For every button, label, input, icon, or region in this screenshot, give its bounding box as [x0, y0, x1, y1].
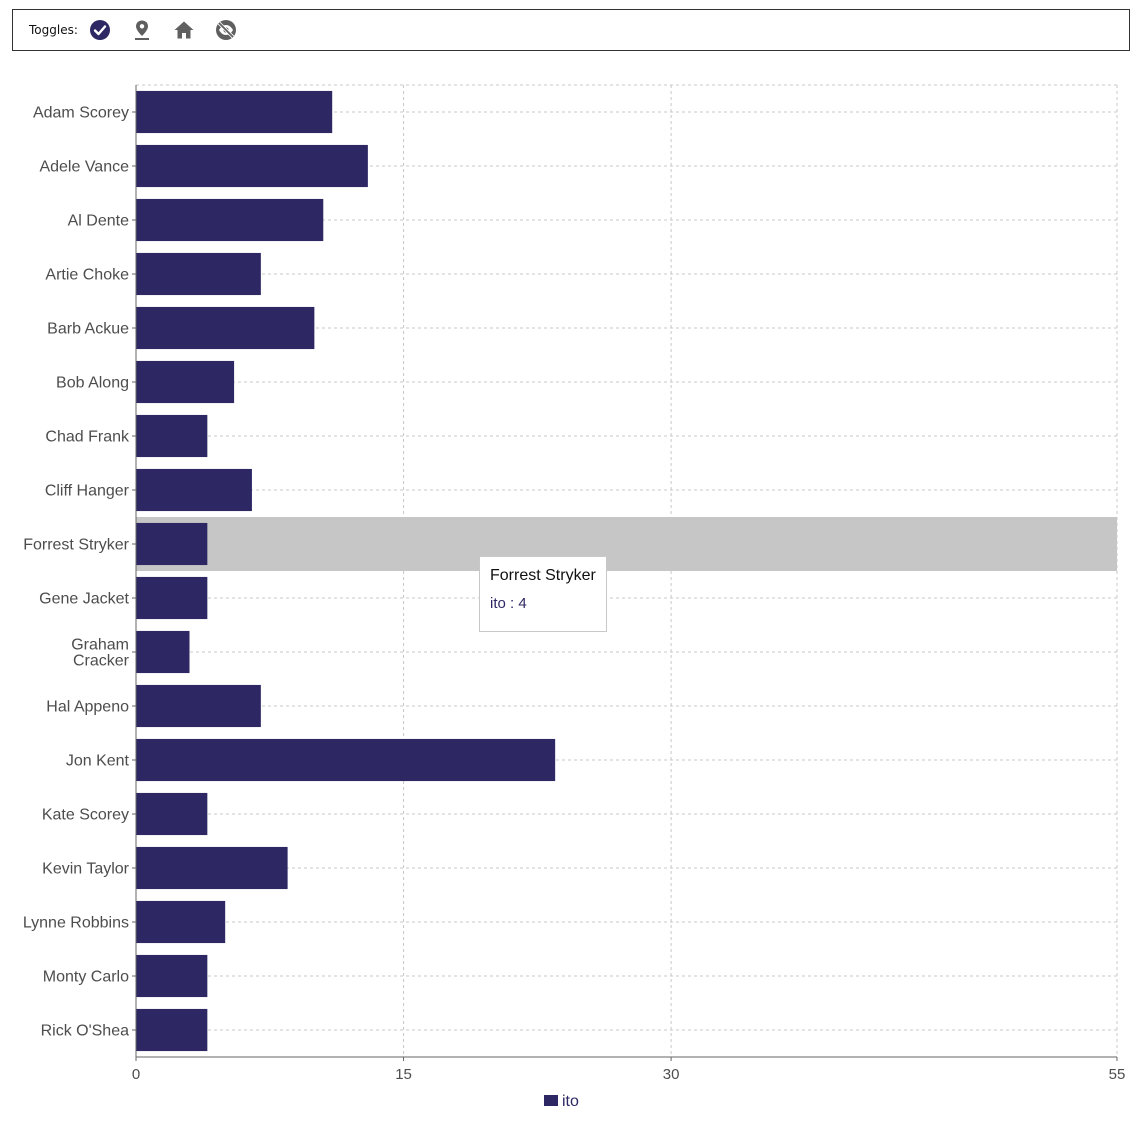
- map-pin-icon[interactable]: [130, 18, 154, 42]
- y-tick-label: Graham Cracker: [71, 637, 129, 670]
- tooltip-value: ito : 4: [490, 595, 527, 612]
- toolbar: Toggles:: [12, 9, 1130, 51]
- y-tick-label: Hal Appeno: [46, 699, 129, 716]
- bar[interactable]: [136, 198, 324, 242]
- bar[interactable]: [136, 90, 333, 134]
- bar[interactable]: [136, 252, 261, 296]
- legend-swatch: [544, 1095, 558, 1106]
- y-tick-label: Barb Ackue: [47, 321, 129, 338]
- x-tick-label: 15: [395, 1066, 412, 1083]
- bar[interactable]: [136, 684, 261, 728]
- check-circle-icon[interactable]: [88, 18, 112, 42]
- y-tick-label: Gene Jacket: [39, 591, 129, 608]
- bar[interactable]: [136, 360, 235, 404]
- bar[interactable]: [136, 306, 315, 350]
- x-tick-label: 0: [132, 1066, 140, 1083]
- legend-label: ito: [562, 1093, 579, 1110]
- bar[interactable]: [136, 468, 252, 512]
- y-tick-label: Adele Vance: [39, 159, 129, 176]
- y-tick-label: Artie Choke: [45, 267, 129, 284]
- bar[interactable]: [136, 522, 208, 566]
- home-icon[interactable]: [172, 18, 196, 42]
- y-tick-label: Kevin Taylor: [42, 861, 130, 878]
- hover-highlight-band: [136, 517, 1117, 571]
- y-tick-label: Kate Scorey: [42, 807, 129, 824]
- y-tick-label: Al Dente: [68, 213, 129, 230]
- y-tick-label: Bob Along: [56, 375, 129, 392]
- bar[interactable]: [136, 630, 190, 674]
- y-tick-label: Cliff Hanger: [45, 483, 130, 500]
- y-tick-label: Chad Frank: [45, 429, 130, 446]
- bar[interactable]: [136, 414, 208, 458]
- bar[interactable]: [136, 954, 208, 998]
- y-tick-label: Jon Kent: [66, 753, 130, 770]
- tooltip: Forrest Stryker ito : 4: [479, 556, 607, 632]
- bar[interactable]: [136, 846, 288, 890]
- bar[interactable]: [136, 144, 368, 188]
- bar[interactable]: [136, 1008, 208, 1052]
- y-tick-label: Rick O'Shea: [41, 1023, 130, 1040]
- x-tick-label: 30: [663, 1066, 680, 1083]
- bar[interactable]: [136, 738, 556, 782]
- tooltip-title: Forrest Stryker: [490, 567, 596, 584]
- y-tick-label: Monty Carlo: [43, 969, 129, 986]
- bar[interactable]: [136, 792, 208, 836]
- x-tick-label: 55: [1109, 1066, 1126, 1083]
- hide-eye-icon[interactable]: [214, 18, 238, 42]
- toolbar-label: Toggles:: [29, 23, 78, 37]
- y-tick-label: Adam Scorey: [33, 105, 129, 122]
- bar[interactable]: [136, 900, 226, 944]
- y-tick-label: Forrest Stryker: [23, 537, 129, 554]
- bar[interactable]: [136, 576, 208, 620]
- y-tick-label: Lynne Robbins: [23, 915, 129, 932]
